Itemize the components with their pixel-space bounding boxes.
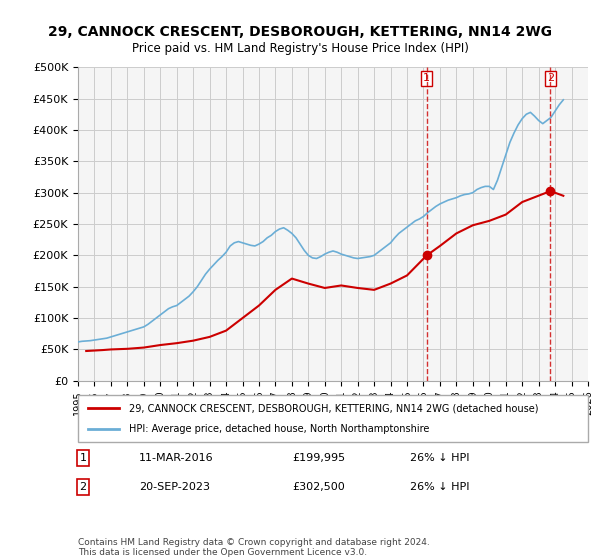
Text: 2: 2 [547,73,554,83]
Text: 26% ↓ HPI: 26% ↓ HPI [409,482,469,492]
Text: 26% ↓ HPI: 26% ↓ HPI [409,453,469,463]
Text: 20-SEP-2023: 20-SEP-2023 [139,482,210,492]
Text: 2: 2 [80,482,86,492]
FancyBboxPatch shape [78,395,588,442]
Text: HPI: Average price, detached house, North Northamptonshire: HPI: Average price, detached house, Nort… [129,424,430,434]
Text: 1: 1 [423,73,430,83]
Text: 29, CANNOCK CRESCENT, DESBOROUGH, KETTERING, NN14 2WG (detached house): 29, CANNOCK CRESCENT, DESBOROUGH, KETTER… [129,403,539,413]
Text: Contains HM Land Registry data © Crown copyright and database right 2024.
This d: Contains HM Land Registry data © Crown c… [78,538,430,557]
Text: Price paid vs. HM Land Registry's House Price Index (HPI): Price paid vs. HM Land Registry's House … [131,42,469,55]
Text: £302,500: £302,500 [292,482,345,492]
Text: 1: 1 [80,453,86,463]
Text: 29, CANNOCK CRESCENT, DESBOROUGH, KETTERING, NN14 2WG: 29, CANNOCK CRESCENT, DESBOROUGH, KETTER… [48,25,552,39]
Text: £199,995: £199,995 [292,453,346,463]
Text: 11-MAR-2016: 11-MAR-2016 [139,453,214,463]
